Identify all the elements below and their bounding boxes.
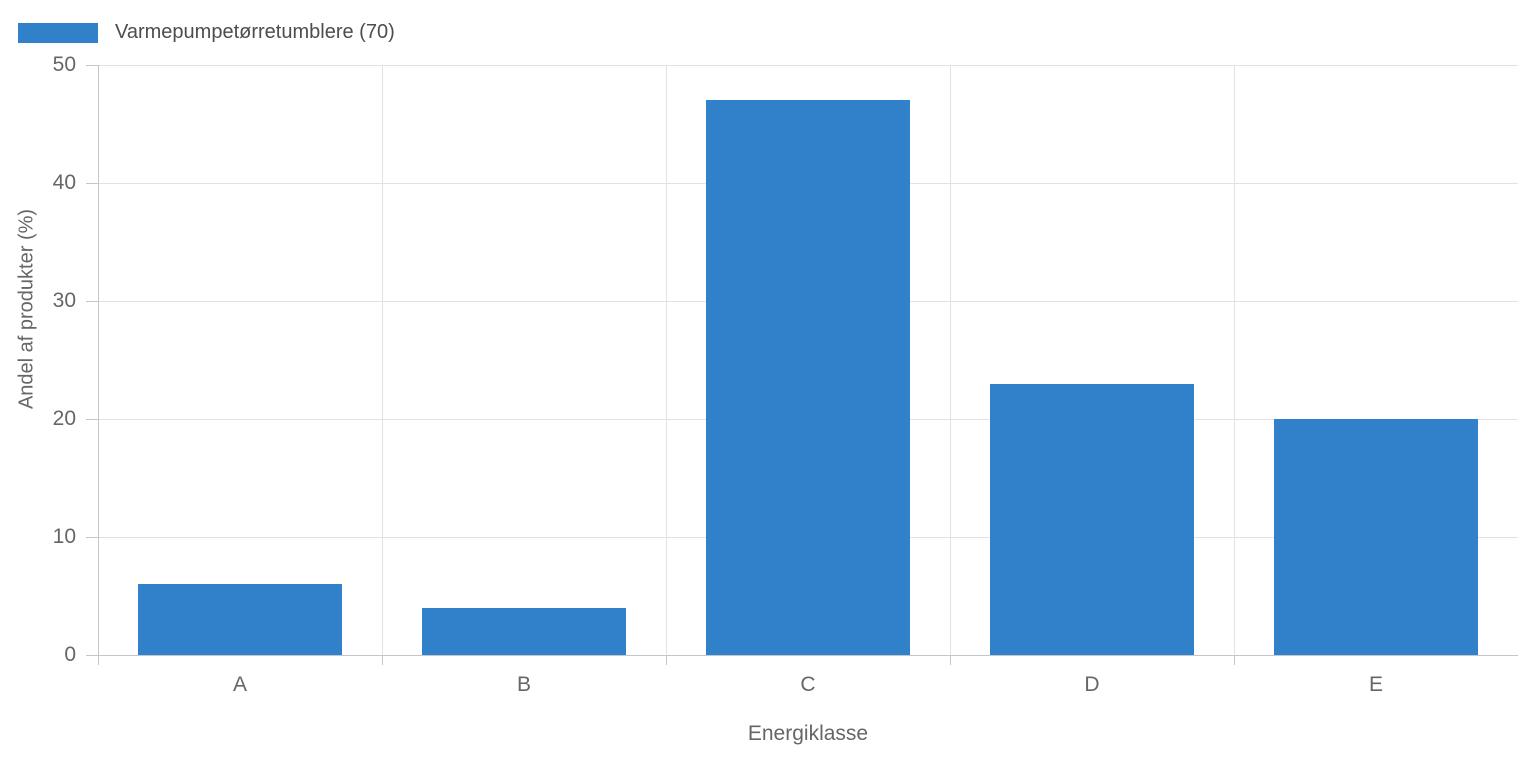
legend-swatch	[18, 22, 98, 43]
bar-b[interactable]	[422, 607, 626, 655]
x-tick-mark-3	[950, 655, 951, 665]
bar-d[interactable]	[990, 383, 1194, 655]
x-tick-mark-1	[382, 655, 383, 665]
gridline-x-3	[950, 65, 951, 655]
bar-a[interactable]	[138, 584, 342, 655]
y-axis-line	[98, 65, 99, 665]
x-axis-title: Energiklasse	[747, 722, 869, 745]
bar-c[interactable]	[706, 100, 910, 655]
gridline-x-2	[666, 65, 667, 655]
x-tick-label-c: C	[800, 673, 816, 696]
gridline-y-50	[98, 65, 1518, 66]
x-tick-mark-4	[1234, 655, 1235, 665]
y-tick-mark-20	[86, 419, 98, 420]
x-tick-label-a: A	[232, 673, 247, 696]
legend-label: Varmepumpetørretumblere (70)	[115, 21, 395, 43]
x-tick-label-e: E	[1368, 673, 1383, 696]
legend[interactable]: Varmepumpetørretumblere (70)	[18, 21, 395, 44]
y-tick-label-10: 10	[52, 525, 76, 548]
x-tick-label-d: D	[1084, 673, 1100, 696]
y-tick-label-0: 0	[64, 643, 76, 666]
x-tick-label-b: B	[516, 673, 531, 696]
y-tick-label-30: 30	[52, 289, 76, 312]
y-tick-label-40: 40	[52, 171, 76, 194]
gridline-x-4	[1234, 65, 1235, 655]
y-tick-mark-30	[86, 301, 98, 302]
y-tick-mark-10	[86, 537, 98, 538]
x-tick-mark-2	[666, 655, 667, 665]
y-tick-mark-50	[86, 65, 98, 66]
bar-e[interactable]	[1274, 419, 1478, 655]
y-tick-mark-40	[86, 183, 98, 184]
x-axis-line	[86, 655, 1518, 656]
y-tick-label-20: 20	[52, 407, 76, 430]
gridline-x-1	[382, 65, 383, 655]
y-tick-label-50: 50	[52, 53, 76, 76]
